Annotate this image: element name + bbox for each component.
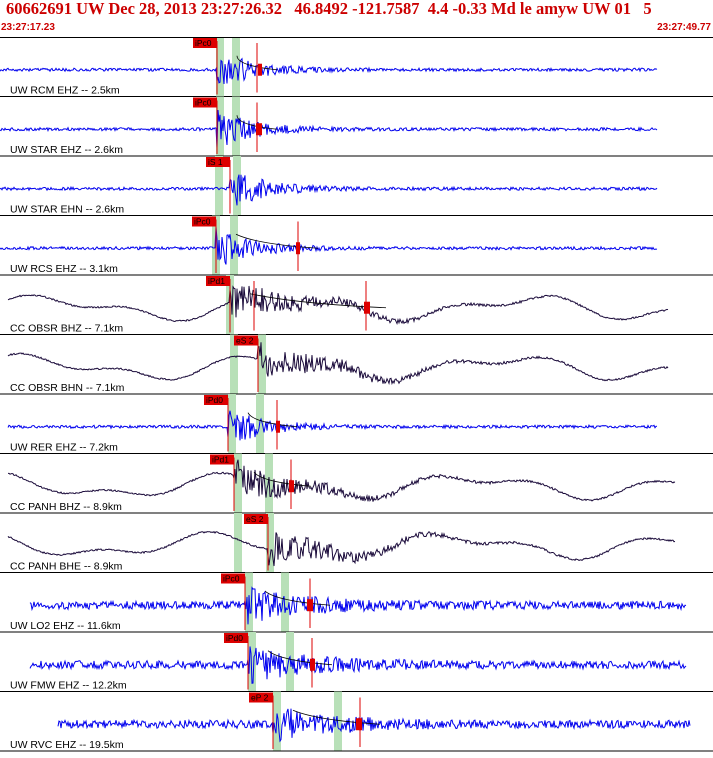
analysis-window-band [230, 334, 238, 394]
trace-track: iPd0 UW RER EHZ -- 7.2km [0, 394, 713, 454]
station-label: CC PANH BHE -- 8.9km [10, 561, 123, 573]
amplitude-marker [356, 718, 362, 731]
waveform-line [0, 226, 658, 265]
pick-label: eS 2 [246, 514, 264, 524]
pick-flag [206, 276, 230, 286]
analysis-window-band [281, 572, 289, 632]
amplitude-marker [296, 242, 300, 255]
trace-track: iPd1 CC OBSR BHZ -- 7.1km [0, 275, 713, 335]
waveform-line [8, 459, 676, 502]
pick-flag [249, 692, 273, 703]
pick-label: iPd1 [212, 455, 229, 465]
amplitude-marker [256, 123, 262, 136]
analysis-window-band [230, 215, 238, 275]
analysis-window-band [215, 156, 223, 216]
event-title: 60662691 UW Dec 28, 2013 23:27:26.32 46.… [6, 0, 652, 18]
pick-label: iPd0 [206, 395, 223, 405]
trace-track: iPc0 UW RCS EHZ -- 3.1km [0, 215, 713, 276]
trace-track: iPc0 UW STAR EHZ -- 2.6km [0, 96, 713, 157]
trace-track: eP 2 UW RVC EHZ -- 19.5km [0, 691, 713, 752]
waveform-line [0, 109, 658, 149]
pick-label: iPd1 [208, 276, 225, 286]
waveform-line [0, 174, 658, 206]
analysis-window-band [334, 691, 342, 751]
amplitude-marker [289, 480, 294, 493]
trace-track: iPd0 UW FMW EHZ -- 12.2km [0, 632, 713, 692]
amplitude-marker [258, 63, 262, 76]
pick-flag [192, 216, 216, 227]
pick-flag [193, 38, 217, 48]
station-label: UW STAR EHN -- 2.6km [10, 204, 124, 216]
seismogram-panel: iPc0 UW RCM EHZ -- 2.5km iPc0 UW STAR EHZ -… [0, 37, 713, 758]
pick-flag [221, 573, 245, 584]
pick-label: iPc0 [223, 574, 240, 584]
station-label: CC PANH BHZ -- 8.9km [10, 501, 122, 513]
pick-label: iS 1 [208, 157, 223, 167]
pick-flag [234, 335, 258, 346]
pick-label: eP 2 [251, 693, 269, 703]
coda-decay-curve [292, 709, 381, 725]
waveform-line [57, 708, 691, 743]
pick-flag [206, 157, 230, 167]
waveform-line [0, 57, 658, 85]
start-time: 23:27:17.23 [1, 22, 55, 33]
trace-track: eS 2 CC PANH BHE -- 8.9km [0, 513, 713, 573]
analysis-window-band [234, 513, 242, 573]
seismogram-svg: iPc0 UW RCM EHZ -- 2.5km iPc0 UW STAR EHZ -… [0, 37, 713, 752]
analysis-window-band [233, 156, 241, 216]
station-label: UW RCS EHZ -- 3.1km [10, 263, 118, 275]
waveform-line [7, 410, 658, 441]
station-label: UW FMW EHZ -- 12.2km [10, 680, 127, 692]
trace-track: eS 2 CC OBSR BHN -- 7.1km [0, 334, 713, 395]
pick-flag [204, 395, 228, 405]
coda-decay-curve [236, 55, 278, 71]
pick-label: eS 2 [236, 336, 254, 346]
waveform-line [29, 586, 687, 625]
trace-track: iPc0 UW RCM EHZ -- 2.5km [0, 37, 713, 97]
station-label: UW LO2 EHZ -- 11.6km [10, 620, 121, 632]
station-label: CC OBSR BHZ -- 7.1km [10, 323, 123, 335]
coda-decay-curve [236, 115, 278, 130]
station-label: UW RCM EHZ -- 2.5km [10, 85, 120, 97]
waveform-line [7, 285, 669, 325]
analysis-window-band [248, 632, 256, 692]
pick-label: iPd0 [226, 633, 243, 643]
pick-label: iPc0 [195, 38, 212, 48]
trace-track: iS 1 UW STAR EHN -- 2.6km [0, 156, 713, 216]
coda-decay-curve [264, 590, 331, 606]
analysis-window-band [228, 394, 236, 454]
amplitude-marker [364, 301, 370, 314]
station-label: UW RVC EHZ -- 19.5km [10, 739, 124, 751]
amplitude-marker [310, 658, 315, 671]
pick-flag [193, 97, 217, 108]
event-header: 60662691 UW Dec 28, 2013 23:27:26.32 46.… [0, 0, 713, 36]
pick-flag [224, 633, 248, 643]
pick-flag [244, 514, 268, 524]
station-label: UW STAR EHZ -- 2.6km [10, 144, 123, 156]
coda-decay-curve [267, 650, 333, 666]
analysis-window-band [266, 513, 274, 573]
waveform-line [29, 646, 687, 684]
coda-decay-curve [247, 412, 298, 428]
end-time: 23:27:49.77 [657, 22, 711, 33]
trace-track: iPd1 CC PANH BHZ -- 8.9km [0, 453, 713, 514]
station-label: CC OBSR BHN -- 7.1km [10, 382, 125, 394]
analysis-window-band [216, 37, 224, 97]
pick-flag [210, 454, 234, 465]
coda-decay-curve [253, 471, 312, 487]
trace-track: iPc0 UW LO2 EHZ -- 11.6km [0, 572, 713, 633]
amplitude-marker [276, 420, 280, 433]
amplitude-marker [307, 599, 313, 612]
station-label: UW RER EHZ -- 7.2km [10, 442, 118, 454]
waveform-line [7, 342, 669, 386]
waveform-line [7, 530, 676, 567]
coda-decay-curve [235, 233, 319, 249]
pick-label: iPc0 [195, 98, 212, 108]
pick-label: iPc0 [194, 217, 211, 227]
analysis-window-band [234, 453, 242, 513]
